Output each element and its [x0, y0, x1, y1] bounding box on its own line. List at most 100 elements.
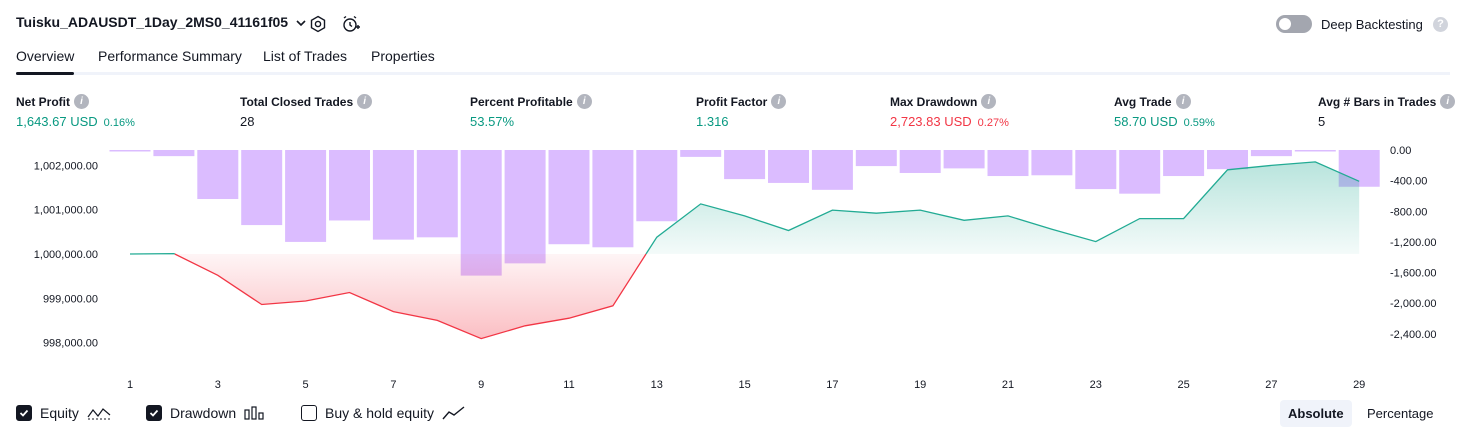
drawdown-bar — [153, 150, 195, 157]
x-axis-tick-label: 23 — [1090, 379, 1102, 391]
drawdown-bar — [943, 150, 985, 169]
metric-max-drawdown: Max Drawdown i 2,723.83 USD 0.27% — [890, 94, 1009, 129]
drawdown-bar — [724, 150, 766, 180]
equity-area-up — [646, 161, 1360, 254]
right-axis-tick-label: -400.00 — [1390, 176, 1427, 188]
equity-line-icon — [87, 408, 111, 420]
right-axis-tick-label: -800.00 — [1390, 206, 1427, 218]
metric-value: 1.316 — [696, 114, 729, 129]
metric-percent: 0.27% — [977, 117, 1009, 129]
drawdown-bar — [1075, 150, 1117, 190]
legend-drawdown[interactable]: Drawdown — [146, 405, 266, 421]
metric-percent: 0.16% — [103, 117, 135, 129]
right-axis-tick-label: 0.00 — [1390, 145, 1411, 157]
left-axis-tick-label: 1,001,000.00 — [34, 205, 98, 217]
metric-value: 58.70 USD — [1114, 114, 1178, 129]
metric-value: 28 — [240, 114, 255, 129]
left-axis-tick-label: 999,000.00 — [43, 293, 98, 305]
right-axis-tick-label: -2,400.00 — [1390, 329, 1436, 341]
left-axis-tick-label: 1,002,000.00 — [34, 160, 98, 172]
drawdown-bar — [811, 150, 853, 190]
drawdown-bar — [548, 150, 590, 245]
equity-drawdown-chart[interactable]: 1,002,000.00 1,001,000.00 1,000,000.00 999,… — [0, 140, 1466, 395]
drawdown-bar — [1207, 150, 1248, 170]
metric-profit-factor: Profit Factor i 1.316 — [696, 94, 787, 129]
metric-value: 2,723.83 USD — [890, 114, 972, 129]
buy-hold-line-icon — [442, 406, 465, 420]
drawdown-bar — [285, 150, 327, 242]
drawdown-bar — [1250, 150, 1292, 157]
strategy-title[interactable]: Tuisku_ADAUSDT_1Day_2MS0_41161f05 — [16, 14, 306, 30]
tab-overview[interactable]: Overview — [16, 48, 75, 75]
equity-line-up — [645, 161, 1360, 255]
x-axis-tick-label: 7 — [390, 379, 396, 391]
add-alert-icon[interactable] — [340, 13, 362, 35]
metric-percent: 0.59% — [1183, 117, 1215, 129]
info-icon[interactable]: i — [576, 94, 592, 109]
drawdown-bar — [109, 150, 151, 152]
info-icon[interactable]: i — [1175, 94, 1191, 109]
metric-value: 53.57% — [470, 114, 515, 129]
equity-checkbox[interactable] — [16, 405, 32, 421]
drawdown-bar — [1119, 150, 1161, 194]
x-axis-tick-label: 25 — [1177, 379, 1189, 391]
metric-label: Profit Factor — [696, 94, 768, 109]
buy-hold-checkbox[interactable] — [301, 405, 317, 421]
metric-label: Net Profit — [16, 94, 70, 109]
metric-total-closed-trades: Total Closed Trades i 28 — [240, 94, 373, 129]
x-axis-tick-label: 13 — [651, 379, 663, 391]
tab-list-of-trades[interactable]: List of Trades — [263, 48, 348, 64]
drawdown-bar — [241, 150, 283, 226]
x-axis-tick-label: 29 — [1353, 379, 1365, 391]
percentage-mode-button[interactable]: Percentage — [1367, 406, 1434, 421]
metric-label: Avg Trade — [1114, 94, 1172, 109]
drawdown-bar — [899, 150, 941, 173]
left-axis-tick-label: 998,000.00 — [43, 338, 98, 350]
metric-avg-trade: Avg Trade i 58.70 USD 0.59% — [1114, 94, 1215, 129]
drawdown-bar — [1294, 150, 1336, 152]
equity-line-down — [174, 253, 647, 340]
legend-buy-hold-equity[interactable]: Buy & hold equity — [301, 405, 466, 421]
drawdown-checkbox[interactable] — [146, 405, 162, 421]
tabs-divider — [16, 72, 1450, 75]
strategy-name: Tuisku_ADAUSDT_1Day_2MS0_41161f05 — [16, 14, 289, 30]
metric-net-profit: Net Profit i 1,643.67 USD 0.16% — [16, 94, 135, 129]
deep-backtesting-label: Deep Backtesting — [1321, 17, 1423, 32]
metric-value: 5 — [1318, 114, 1326, 129]
drawdown-bar — [987, 150, 1029, 177]
x-axis-tick-label: 27 — [1265, 379, 1277, 391]
left-axis-tick-label: 1,000,000.00 — [34, 249, 98, 261]
drawdown-bar — [1163, 150, 1205, 177]
drawdown-bar — [1031, 150, 1073, 176]
metric-label: Max Drawdown — [890, 94, 978, 109]
x-axis-tick-label: 15 — [738, 379, 750, 391]
x-axis-tick-label: 1 — [127, 379, 133, 391]
legend-label: Equity — [40, 405, 79, 421]
x-axis-tick-label: 17 — [826, 379, 838, 391]
x-axis-tick-label: 11 — [563, 379, 574, 391]
drawdown-bar — [372, 150, 414, 240]
x-axis-tick-label: 19 — [914, 379, 926, 391]
x-axis-tick-label: 21 — [1002, 379, 1014, 391]
x-axis-tick-label: 9 — [478, 379, 484, 391]
metric-value: 1,643.67 USD — [16, 114, 98, 129]
tab-performance-summary[interactable]: Performance Summary — [98, 48, 242, 64]
help-icon[interactable]: ? — [1433, 17, 1448, 32]
metric-avg-bars-in-trades: Avg # Bars in Trades i 5 — [1318, 94, 1456, 129]
drawdown-bar — [504, 150, 546, 264]
info-icon[interactable]: i — [1440, 94, 1456, 109]
absolute-mode-button[interactable]: Absolute — [1280, 400, 1352, 427]
deep-backtesting-toggle[interactable] — [1276, 15, 1312, 33]
legend-equity[interactable]: Equity — [16, 405, 111, 421]
settings-icon[interactable] — [308, 14, 328, 34]
info-icon[interactable]: i — [74, 94, 89, 109]
metric-label: Total Closed Trades — [240, 94, 354, 109]
tab-properties[interactable]: Properties — [371, 48, 435, 64]
info-icon[interactable]: i — [771, 94, 787, 109]
info-icon[interactable]: i — [357, 94, 373, 109]
info-icon[interactable]: i — [981, 94, 997, 109]
chevron-down-icon[interactable] — [296, 18, 306, 28]
drawdown-bar — [592, 150, 634, 248]
drawdown-bar — [768, 150, 809, 183]
drawdown-bars-icon — [244, 406, 264, 420]
